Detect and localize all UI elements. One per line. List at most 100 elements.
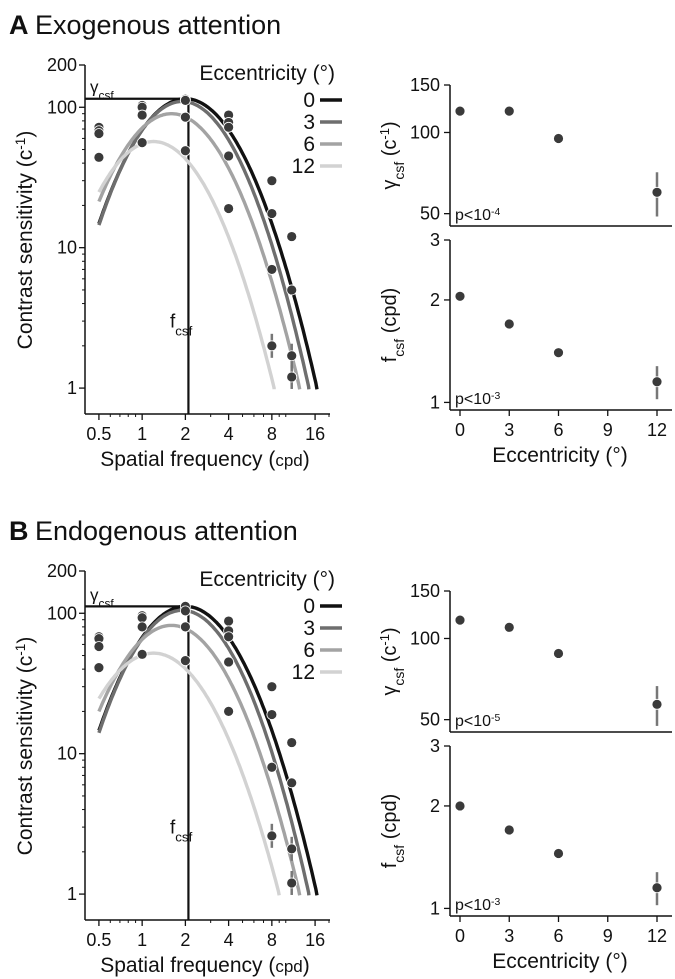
x-tick-label: 16 [305,424,325,444]
y-tick-label: 150 [410,75,440,95]
data-point-12 [286,371,298,383]
x-tick-label: 9 [603,420,613,440]
data-point-0 [266,681,278,693]
data-point [651,882,663,894]
y-tick-label: 50 [420,204,440,224]
y-tick-label: 2 [430,290,440,310]
legend-label: 3 [303,617,315,640]
x-tick-label: 4 [224,424,234,444]
data-point-12 [93,662,105,674]
y-tick-label: 1 [67,378,77,398]
x-tick-label: 1 [137,930,147,950]
data-point-6 [223,631,235,643]
y-axis-label: Contrast sensitivity (c-1) [13,637,38,856]
legend-label: 6 [303,639,315,662]
y-axis-label: γcsf (c-1) [377,121,408,189]
data-point-3 [136,612,148,624]
x-tick-label: 0.5 [86,930,111,950]
data-point-6 [136,621,148,633]
x-tick-label: 12 [647,926,667,946]
f-csf-label: fcsf [170,312,193,339]
panel-letter: B [9,516,29,546]
panel-title: Endogenous attention [35,516,298,546]
data-point-0 [223,615,235,627]
data-point-12 [266,340,278,352]
data-point-12 [93,151,105,163]
csf-curve-3 [97,608,311,896]
csf-curve-12 [97,139,276,390]
y-tick-label: 10 [57,238,77,258]
p-value: p<10-3 [455,897,501,915]
data-point [503,824,515,836]
legend-label: 3 [303,111,315,134]
legend-label: 0 [303,595,315,618]
data-point-6 [93,128,105,139]
legend-label: 12 [292,661,315,684]
data-point-3 [179,605,191,617]
y-tick-label: 1 [430,392,440,412]
y-tick-label: 2 [430,796,440,816]
x-tick-label: 3 [504,926,514,946]
data-point-12 [179,145,191,157]
data-point-6 [266,264,278,275]
y-tick-label: 3 [430,230,440,250]
data-point-12 [179,655,191,667]
y-axis-label: fcsf (cpd) [379,794,407,869]
x-tick-label: 0.5 [86,424,111,444]
x-tick-label: 9 [603,926,613,946]
legend-title: Eccentricity (°) [199,62,335,85]
data-point-0 [286,231,298,242]
y-tick-label: 1 [430,898,440,918]
p-value: p<10-3 [455,391,501,409]
f-csf-label: fcsf [170,818,193,845]
y-tick-label: 100 [47,603,77,623]
x-tick-label: 3 [504,420,514,440]
data-point-12 [223,203,235,214]
x-axis-label: Spatial frequency (cpd) [100,448,310,471]
data-point-0 [286,350,298,362]
y-tick-label: 200 [47,561,77,581]
data-point [553,648,564,659]
y-tick-label: 1 [67,884,77,904]
data-point-6 [93,641,105,652]
data-point [454,614,466,626]
data-point-0 [286,737,298,748]
gamma-panel-A: 50 100 150 γcsf (c-1) p<10-4 [377,75,672,227]
data-point-6 [179,111,191,123]
x-tick-label: 12 [647,420,667,440]
data-point [651,698,663,710]
x-tick-label: 6 [553,420,563,440]
data-point-6 [179,621,191,633]
p-value: p<10-4 [455,207,501,225]
y-tick-label: 50 [420,710,440,730]
data-point-12 [266,830,278,842]
gamma-panel-B: 50 100 150 γcsf (c-1) p<10-5 [377,581,672,733]
y-tick-label: 150 [410,581,440,601]
data-point [503,621,515,633]
y-axis-label: Contrast sensitivity (c-1) [13,131,38,350]
legend-label: 6 [303,133,315,156]
y-axis-label: γcsf (c-1) [377,627,408,695]
y-tick-label: 200 [47,55,77,75]
x-axis-label: Eccentricity (°) [492,950,628,973]
csf-curve-6 [97,623,302,896]
csf-curve-12 [97,651,281,896]
data-point-12 [223,656,235,668]
x-tick-label: 16 [305,930,325,950]
panel-letter: A [9,10,29,40]
y-axis-label: fcsf (cpd) [379,288,407,363]
data-point-0 [286,284,298,296]
data-point [553,347,564,359]
data-point [553,848,564,859]
data-point-6 [266,761,278,773]
csf-curve-6 [97,112,302,390]
csf-curve-3 [97,99,311,390]
x-tick-label: 0 [455,926,465,946]
data-point-12 [136,648,148,660]
data-point [454,105,466,117]
data-point [454,800,466,812]
x-tick-label: 8 [267,930,277,950]
x-tick-label: 6 [553,926,563,946]
